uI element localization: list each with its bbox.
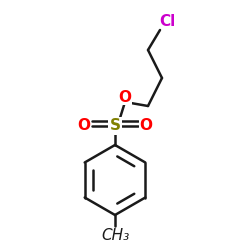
Text: O: O <box>118 90 132 104</box>
Text: O: O <box>140 118 152 134</box>
Text: O: O <box>78 118 90 134</box>
Text: CH₃: CH₃ <box>101 228 129 244</box>
Text: S: S <box>110 118 120 134</box>
Text: Cl: Cl <box>159 14 175 30</box>
